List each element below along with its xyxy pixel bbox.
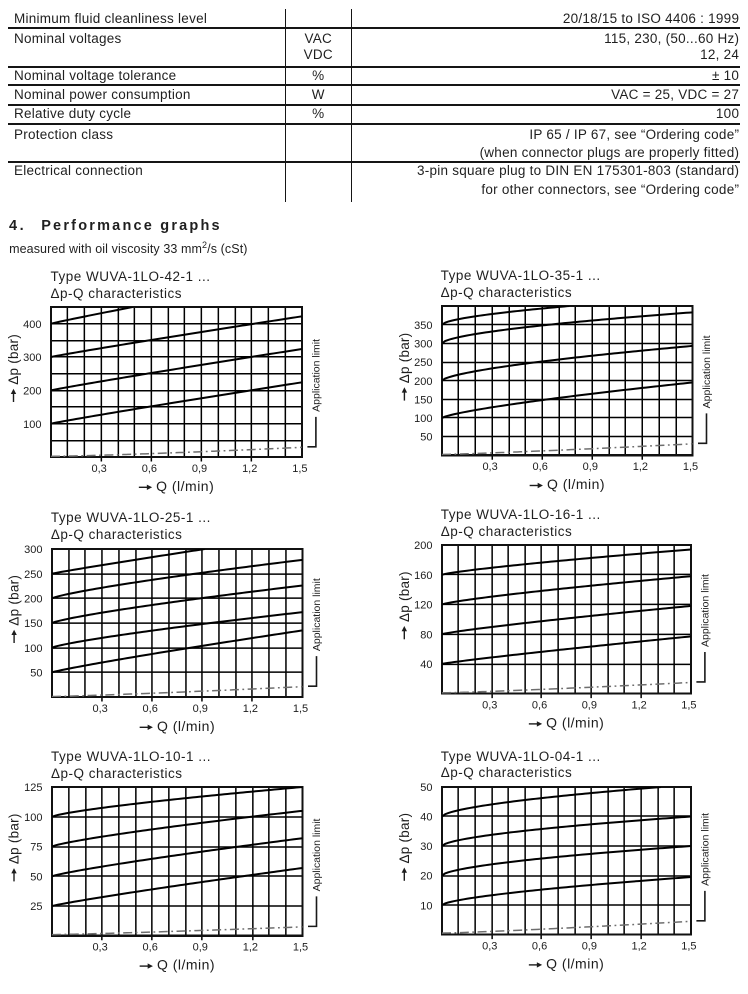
svg-text:0,3: 0,3 bbox=[92, 463, 107, 475]
svg-text:1,5: 1,5 bbox=[681, 940, 696, 952]
svg-text:0,3: 0,3 bbox=[92, 941, 107, 953]
svg-text:0,9: 0,9 bbox=[192, 702, 207, 714]
svg-text:120: 120 bbox=[414, 600, 432, 612]
svg-text:350: 350 bbox=[414, 320, 432, 332]
svg-text:50: 50 bbox=[30, 667, 42, 679]
svg-text:1,5: 1,5 bbox=[293, 702, 308, 714]
svg-text:100: 100 bbox=[414, 413, 432, 425]
svg-text:1,5: 1,5 bbox=[293, 941, 308, 953]
svg-text:0,6: 0,6 bbox=[532, 700, 547, 712]
svg-text:300: 300 bbox=[414, 339, 432, 351]
svg-text:Δp (bar): Δp (bar) bbox=[396, 812, 411, 863]
svg-text:100: 100 bbox=[24, 812, 42, 824]
svg-text:Application limit: Application limit bbox=[701, 336, 712, 409]
svg-text:30: 30 bbox=[420, 841, 432, 853]
svg-text:1,2: 1,2 bbox=[242, 463, 257, 475]
svg-text:75: 75 bbox=[30, 842, 42, 854]
svg-text:0,9: 0,9 bbox=[581, 700, 596, 712]
svg-text:1,5: 1,5 bbox=[682, 461, 697, 473]
svg-text:1,5: 1,5 bbox=[681, 700, 696, 712]
svg-text:40: 40 bbox=[420, 659, 432, 671]
svg-text:1,5: 1,5 bbox=[293, 463, 308, 475]
svg-text:Application limit: Application limit bbox=[312, 339, 323, 412]
svg-text:Δp (bar): Δp (bar) bbox=[6, 334, 21, 385]
svg-text:100: 100 bbox=[24, 642, 42, 654]
svg-text:150: 150 bbox=[24, 618, 42, 630]
svg-text:0,9: 0,9 bbox=[193, 941, 208, 953]
svg-text:20: 20 bbox=[420, 870, 432, 882]
svg-text:Δp (bar): Δp (bar) bbox=[396, 572, 411, 623]
svg-text:1,2: 1,2 bbox=[631, 700, 646, 712]
svg-text:300: 300 bbox=[24, 352, 42, 364]
svg-text:40: 40 bbox=[420, 811, 432, 823]
svg-text:250: 250 bbox=[414, 357, 432, 369]
svg-text:0,6: 0,6 bbox=[142, 463, 157, 475]
svg-text:Application limit: Application limit bbox=[700, 574, 711, 647]
svg-text:50: 50 bbox=[420, 782, 432, 794]
svg-text:0,9: 0,9 bbox=[192, 463, 207, 475]
svg-text:100: 100 bbox=[24, 419, 42, 431]
svg-text:1,2: 1,2 bbox=[243, 941, 258, 953]
svg-text:50: 50 bbox=[420, 432, 432, 444]
svg-text:0,9: 0,9 bbox=[581, 940, 596, 952]
svg-text:Δp (bar): Δp (bar) bbox=[397, 333, 412, 384]
svg-text:200: 200 bbox=[24, 386, 42, 398]
svg-text:Q (l/min): Q (l/min) bbox=[157, 956, 215, 972]
svg-text:150: 150 bbox=[414, 395, 432, 407]
svg-text:200: 200 bbox=[24, 593, 42, 605]
svg-text:Δp (bar): Δp (bar) bbox=[6, 575, 21, 626]
svg-text:300: 300 bbox=[24, 544, 42, 556]
svg-text:Q (l/min): Q (l/min) bbox=[546, 715, 604, 731]
svg-text:1,2: 1,2 bbox=[632, 461, 647, 473]
svg-text:400: 400 bbox=[24, 319, 42, 331]
svg-text:1,2: 1,2 bbox=[243, 702, 258, 714]
svg-text:Application limit: Application limit bbox=[312, 818, 323, 891]
svg-text:Application limit: Application limit bbox=[700, 813, 711, 886]
svg-text:Q (l/min): Q (l/min) bbox=[546, 476, 604, 492]
svg-text:Application limit: Application limit bbox=[311, 578, 323, 651]
svg-text:50: 50 bbox=[30, 871, 42, 883]
svg-text:0,3: 0,3 bbox=[482, 940, 497, 952]
svg-text:Q (l/min): Q (l/min) bbox=[157, 717, 215, 733]
svg-text:0,9: 0,9 bbox=[582, 461, 597, 473]
svg-text:Δp (bar): Δp (bar) bbox=[6, 813, 21, 864]
svg-text:250: 250 bbox=[24, 568, 42, 580]
svg-text:0,3: 0,3 bbox=[482, 461, 497, 473]
svg-text:Q (l/min): Q (l/min) bbox=[546, 955, 604, 971]
svg-text:25: 25 bbox=[30, 901, 42, 913]
svg-text:0,6: 0,6 bbox=[532, 940, 547, 952]
svg-text:160: 160 bbox=[414, 570, 432, 582]
svg-text:80: 80 bbox=[420, 630, 432, 642]
svg-text:200: 200 bbox=[414, 541, 432, 553]
svg-text:Q (l/min): Q (l/min) bbox=[157, 478, 215, 494]
svg-text:1,2: 1,2 bbox=[631, 940, 646, 952]
svg-text:0,3: 0,3 bbox=[482, 700, 497, 712]
svg-text:10: 10 bbox=[420, 900, 432, 912]
svg-text:0,6: 0,6 bbox=[532, 461, 547, 473]
svg-text:200: 200 bbox=[414, 376, 432, 388]
svg-text:0,3: 0,3 bbox=[92, 702, 107, 714]
svg-text:0,6: 0,6 bbox=[142, 702, 157, 714]
svg-text:0,6: 0,6 bbox=[142, 941, 157, 953]
svg-text:125: 125 bbox=[24, 782, 42, 794]
